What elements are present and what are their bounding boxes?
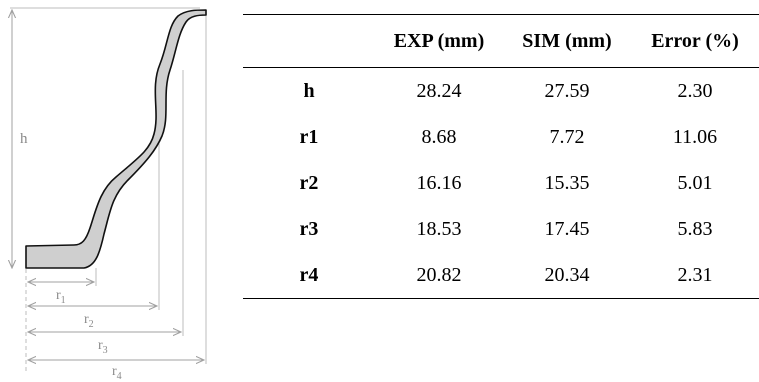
exp-cell: 28.24	[416, 79, 462, 102]
profile-diagram: h r1 r2 r3 r4	[0, 7, 207, 382]
r3-label: r3	[98, 338, 108, 356]
row-label: r1	[299, 125, 319, 148]
header-exp: EXP (mm)	[393, 29, 485, 52]
sim-cell: 15.35	[544, 171, 590, 194]
error-cell: 11.06	[672, 125, 718, 148]
row-label: h	[303, 79, 315, 102]
table-header-row: EXP (mm) SIM (mm) Error (%)	[243, 14, 759, 68]
h-label: h	[20, 131, 28, 147]
sim-cell: 20.34	[544, 263, 590, 286]
results-table: EXP (mm) SIM (mm) Error (%) h 28.24 27.5…	[243, 14, 759, 299]
r2-label: r2	[84, 312, 94, 330]
table-row: r3 18.53 17.45 5.83	[243, 206, 759, 252]
header-empty	[243, 15, 375, 68]
profile-shape	[25, 9, 207, 269]
row-label: r4	[299, 263, 319, 286]
r1-label: r1	[56, 288, 66, 306]
header-sim: SIM (mm)	[522, 29, 612, 52]
table-row: r1 8.68 7.72 11.06	[243, 114, 759, 160]
header-error: Error (%)	[651, 29, 739, 52]
exp-cell: 16.16	[416, 171, 462, 194]
table-row: r2 16.16 15.35 5.01	[243, 160, 759, 206]
error-cell: 5.01	[677, 171, 713, 194]
results-table-container: EXP (mm) SIM (mm) Error (%) h 28.24 27.5…	[243, 14, 759, 299]
error-cell: 5.83	[677, 217, 713, 240]
error-cell: 2.31	[677, 263, 713, 286]
sim-cell: 7.72	[549, 125, 585, 148]
error-cell: 2.30	[677, 79, 713, 102]
sim-cell: 17.45	[544, 217, 590, 240]
exp-cell: 18.53	[416, 217, 462, 240]
table-row: h 28.24 27.59 2.30	[243, 68, 759, 115]
exp-cell: 8.68	[421, 125, 457, 148]
table-row: r4 20.82 20.34 2.31	[243, 252, 759, 299]
sim-cell: 27.59	[544, 79, 590, 102]
r4-label: r4	[112, 364, 122, 382]
row-label: r2	[299, 171, 319, 194]
row-label: r3	[299, 217, 319, 240]
exp-cell: 20.82	[416, 263, 462, 286]
